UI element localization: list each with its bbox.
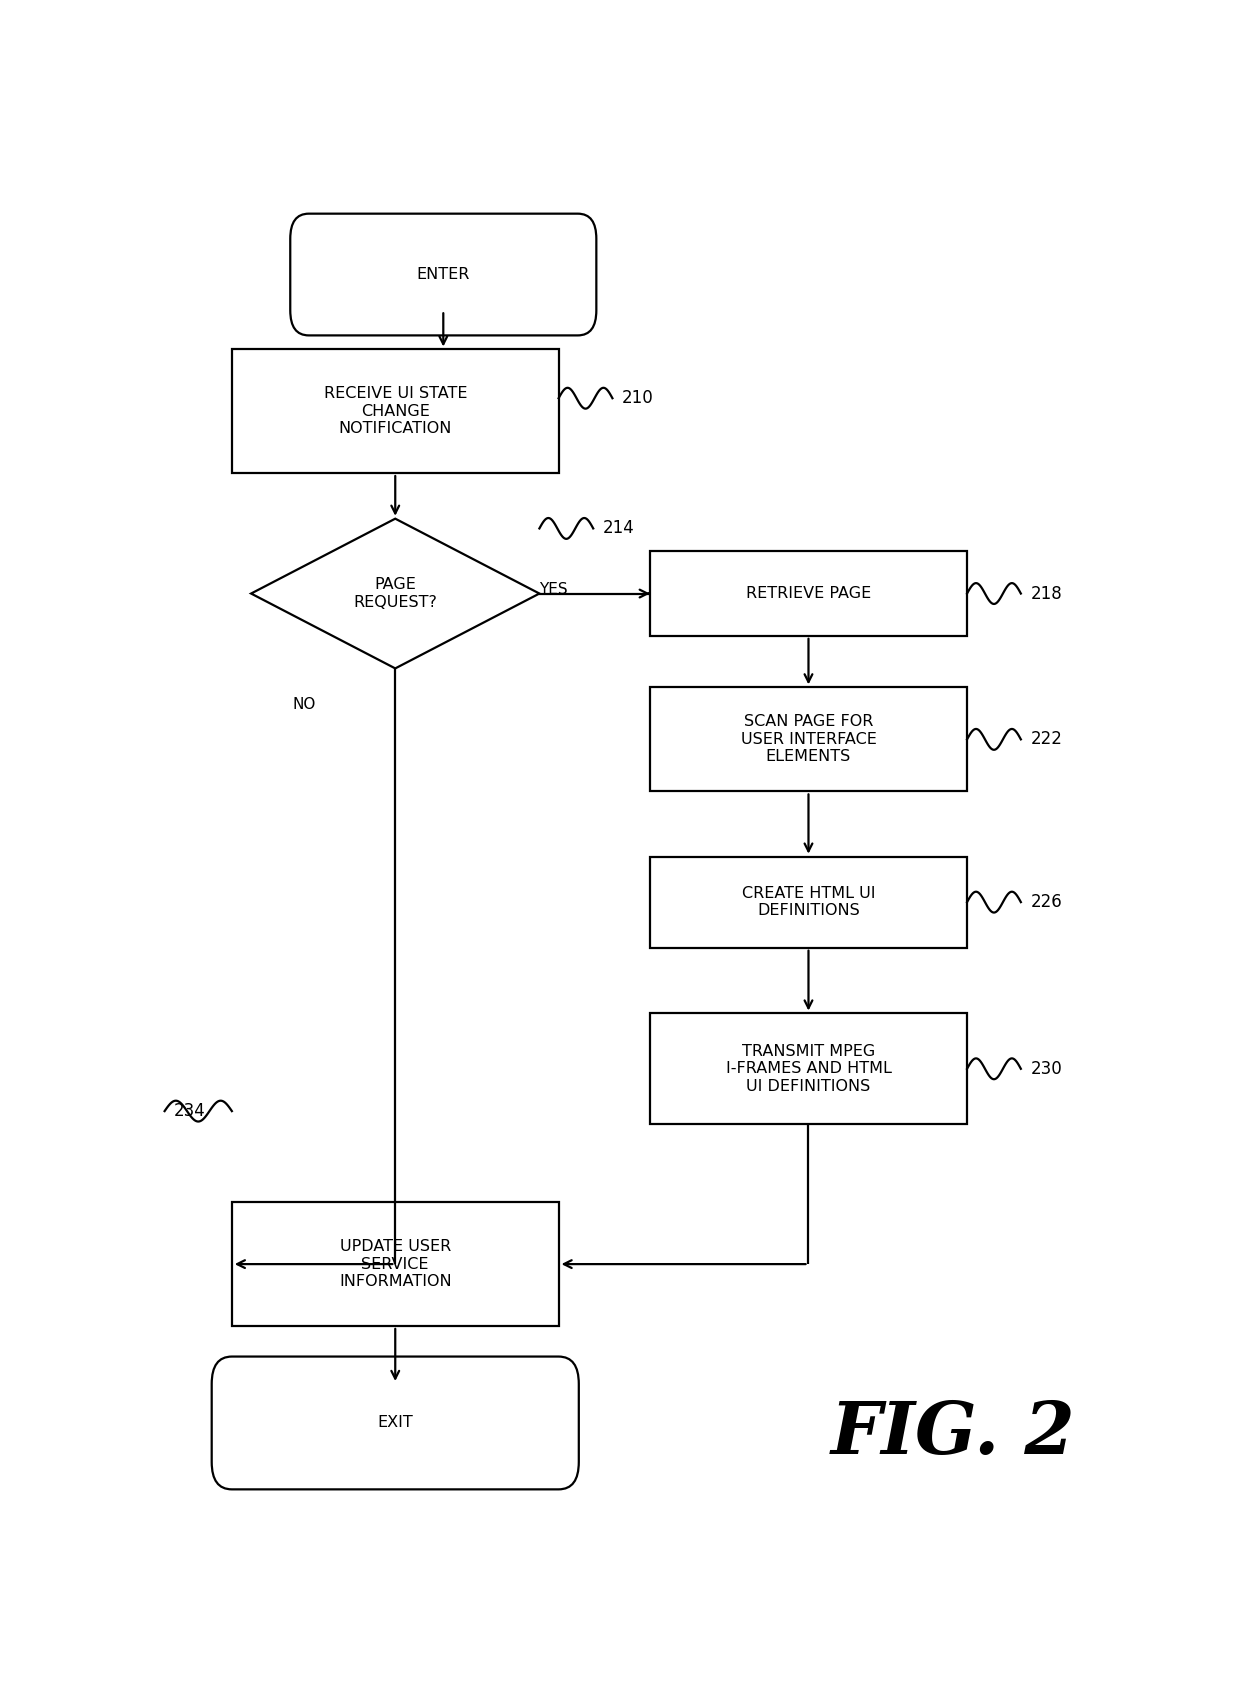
Text: SCAN PAGE FOR
USER INTERFACE
ELEMENTS: SCAN PAGE FOR USER INTERFACE ELEMENTS: [740, 715, 877, 764]
Text: PAGE
REQUEST?: PAGE REQUEST?: [353, 577, 438, 610]
Text: UPDATE USER
SERVICE
INFORMATION: UPDATE USER SERVICE INFORMATION: [339, 1240, 451, 1289]
Text: 226: 226: [1030, 893, 1063, 911]
Text: 214: 214: [603, 519, 635, 538]
Bar: [232, 1202, 559, 1326]
Text: 222: 222: [1030, 731, 1063, 749]
Text: ENTER: ENTER: [417, 267, 470, 282]
Text: CREATE HTML UI
DEFINITIONS: CREATE HTML UI DEFINITIONS: [742, 886, 875, 918]
Bar: [650, 857, 967, 947]
Text: FIG. 2: FIG. 2: [831, 1398, 1075, 1469]
Bar: [650, 1013, 967, 1125]
Text: 210: 210: [622, 389, 653, 408]
Text: 218: 218: [1030, 585, 1063, 602]
FancyBboxPatch shape: [212, 1356, 579, 1490]
Bar: [232, 350, 559, 473]
Text: TRANSMIT MPEG
I-FRAMES AND HTML
UI DEFINITIONS: TRANSMIT MPEG I-FRAMES AND HTML UI DEFIN…: [725, 1043, 892, 1094]
Text: YES: YES: [539, 582, 568, 597]
Polygon shape: [250, 519, 539, 668]
Bar: [650, 687, 967, 791]
Text: 230: 230: [1030, 1060, 1063, 1077]
Text: NO: NO: [293, 697, 316, 712]
FancyBboxPatch shape: [290, 213, 596, 335]
Text: 234: 234: [174, 1103, 206, 1119]
Text: EXIT: EXIT: [377, 1415, 413, 1431]
Text: RETRIEVE PAGE: RETRIEVE PAGE: [745, 587, 872, 600]
Bar: [650, 551, 967, 636]
Text: RECEIVE UI STATE
CHANGE
NOTIFICATION: RECEIVE UI STATE CHANGE NOTIFICATION: [324, 386, 467, 436]
